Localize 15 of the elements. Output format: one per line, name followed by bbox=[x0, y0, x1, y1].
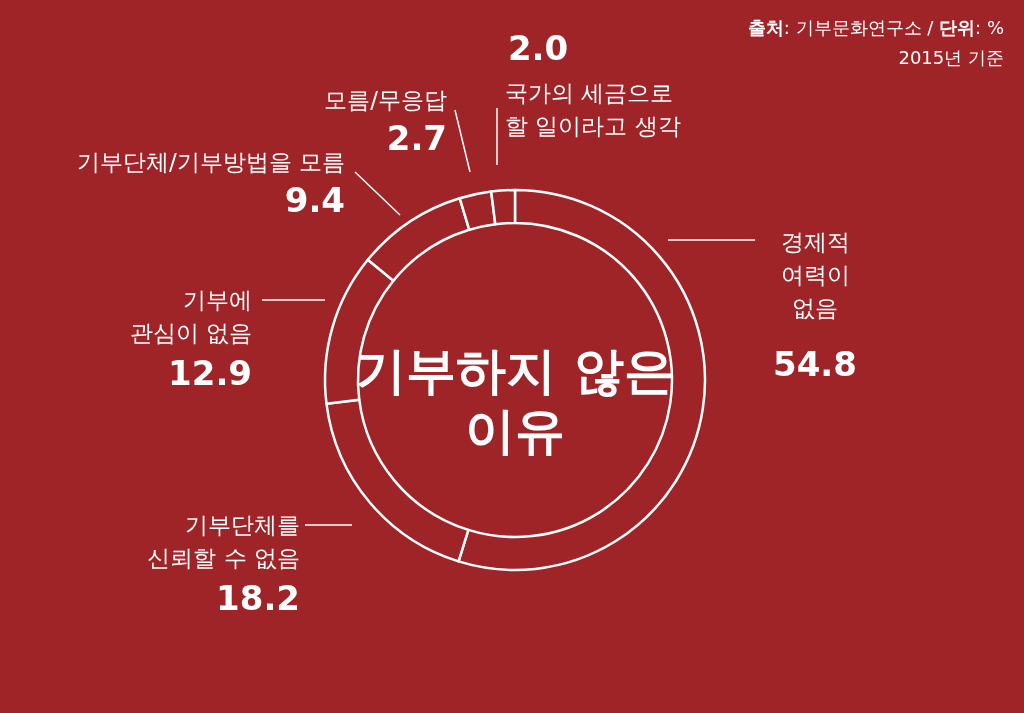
data-label: 12.9 bbox=[168, 353, 252, 393]
data-label: 54.8 bbox=[773, 344, 857, 384]
data-label: 2.0 bbox=[507, 28, 569, 68]
slice-label: 기부에 관심이 없음 bbox=[129, 287, 252, 346]
data-label: 2.7 bbox=[386, 118, 447, 158]
data-label: 9.4 bbox=[284, 180, 345, 220]
data-label: 18.2 bbox=[216, 578, 300, 618]
slice-label: 국가의 세금으로 할 일이라고 생각 bbox=[505, 80, 681, 139]
slice-label: 기부단체/기부방법을 모름 bbox=[76, 149, 345, 175]
text: 출처: 기부문화연구소 / 단위: % bbox=[747, 17, 1004, 38]
slice-label: 경제적 여력이 없음 bbox=[780, 229, 850, 321]
text: 2015년 기준 bbox=[898, 47, 1004, 68]
legend-label: 기부단체를 신뢰할 수 없음 bbox=[147, 512, 300, 571]
text: 기부하지 않은 이유 bbox=[356, 342, 674, 460]
slice-label: 모름/무응답 bbox=[324, 87, 447, 113]
